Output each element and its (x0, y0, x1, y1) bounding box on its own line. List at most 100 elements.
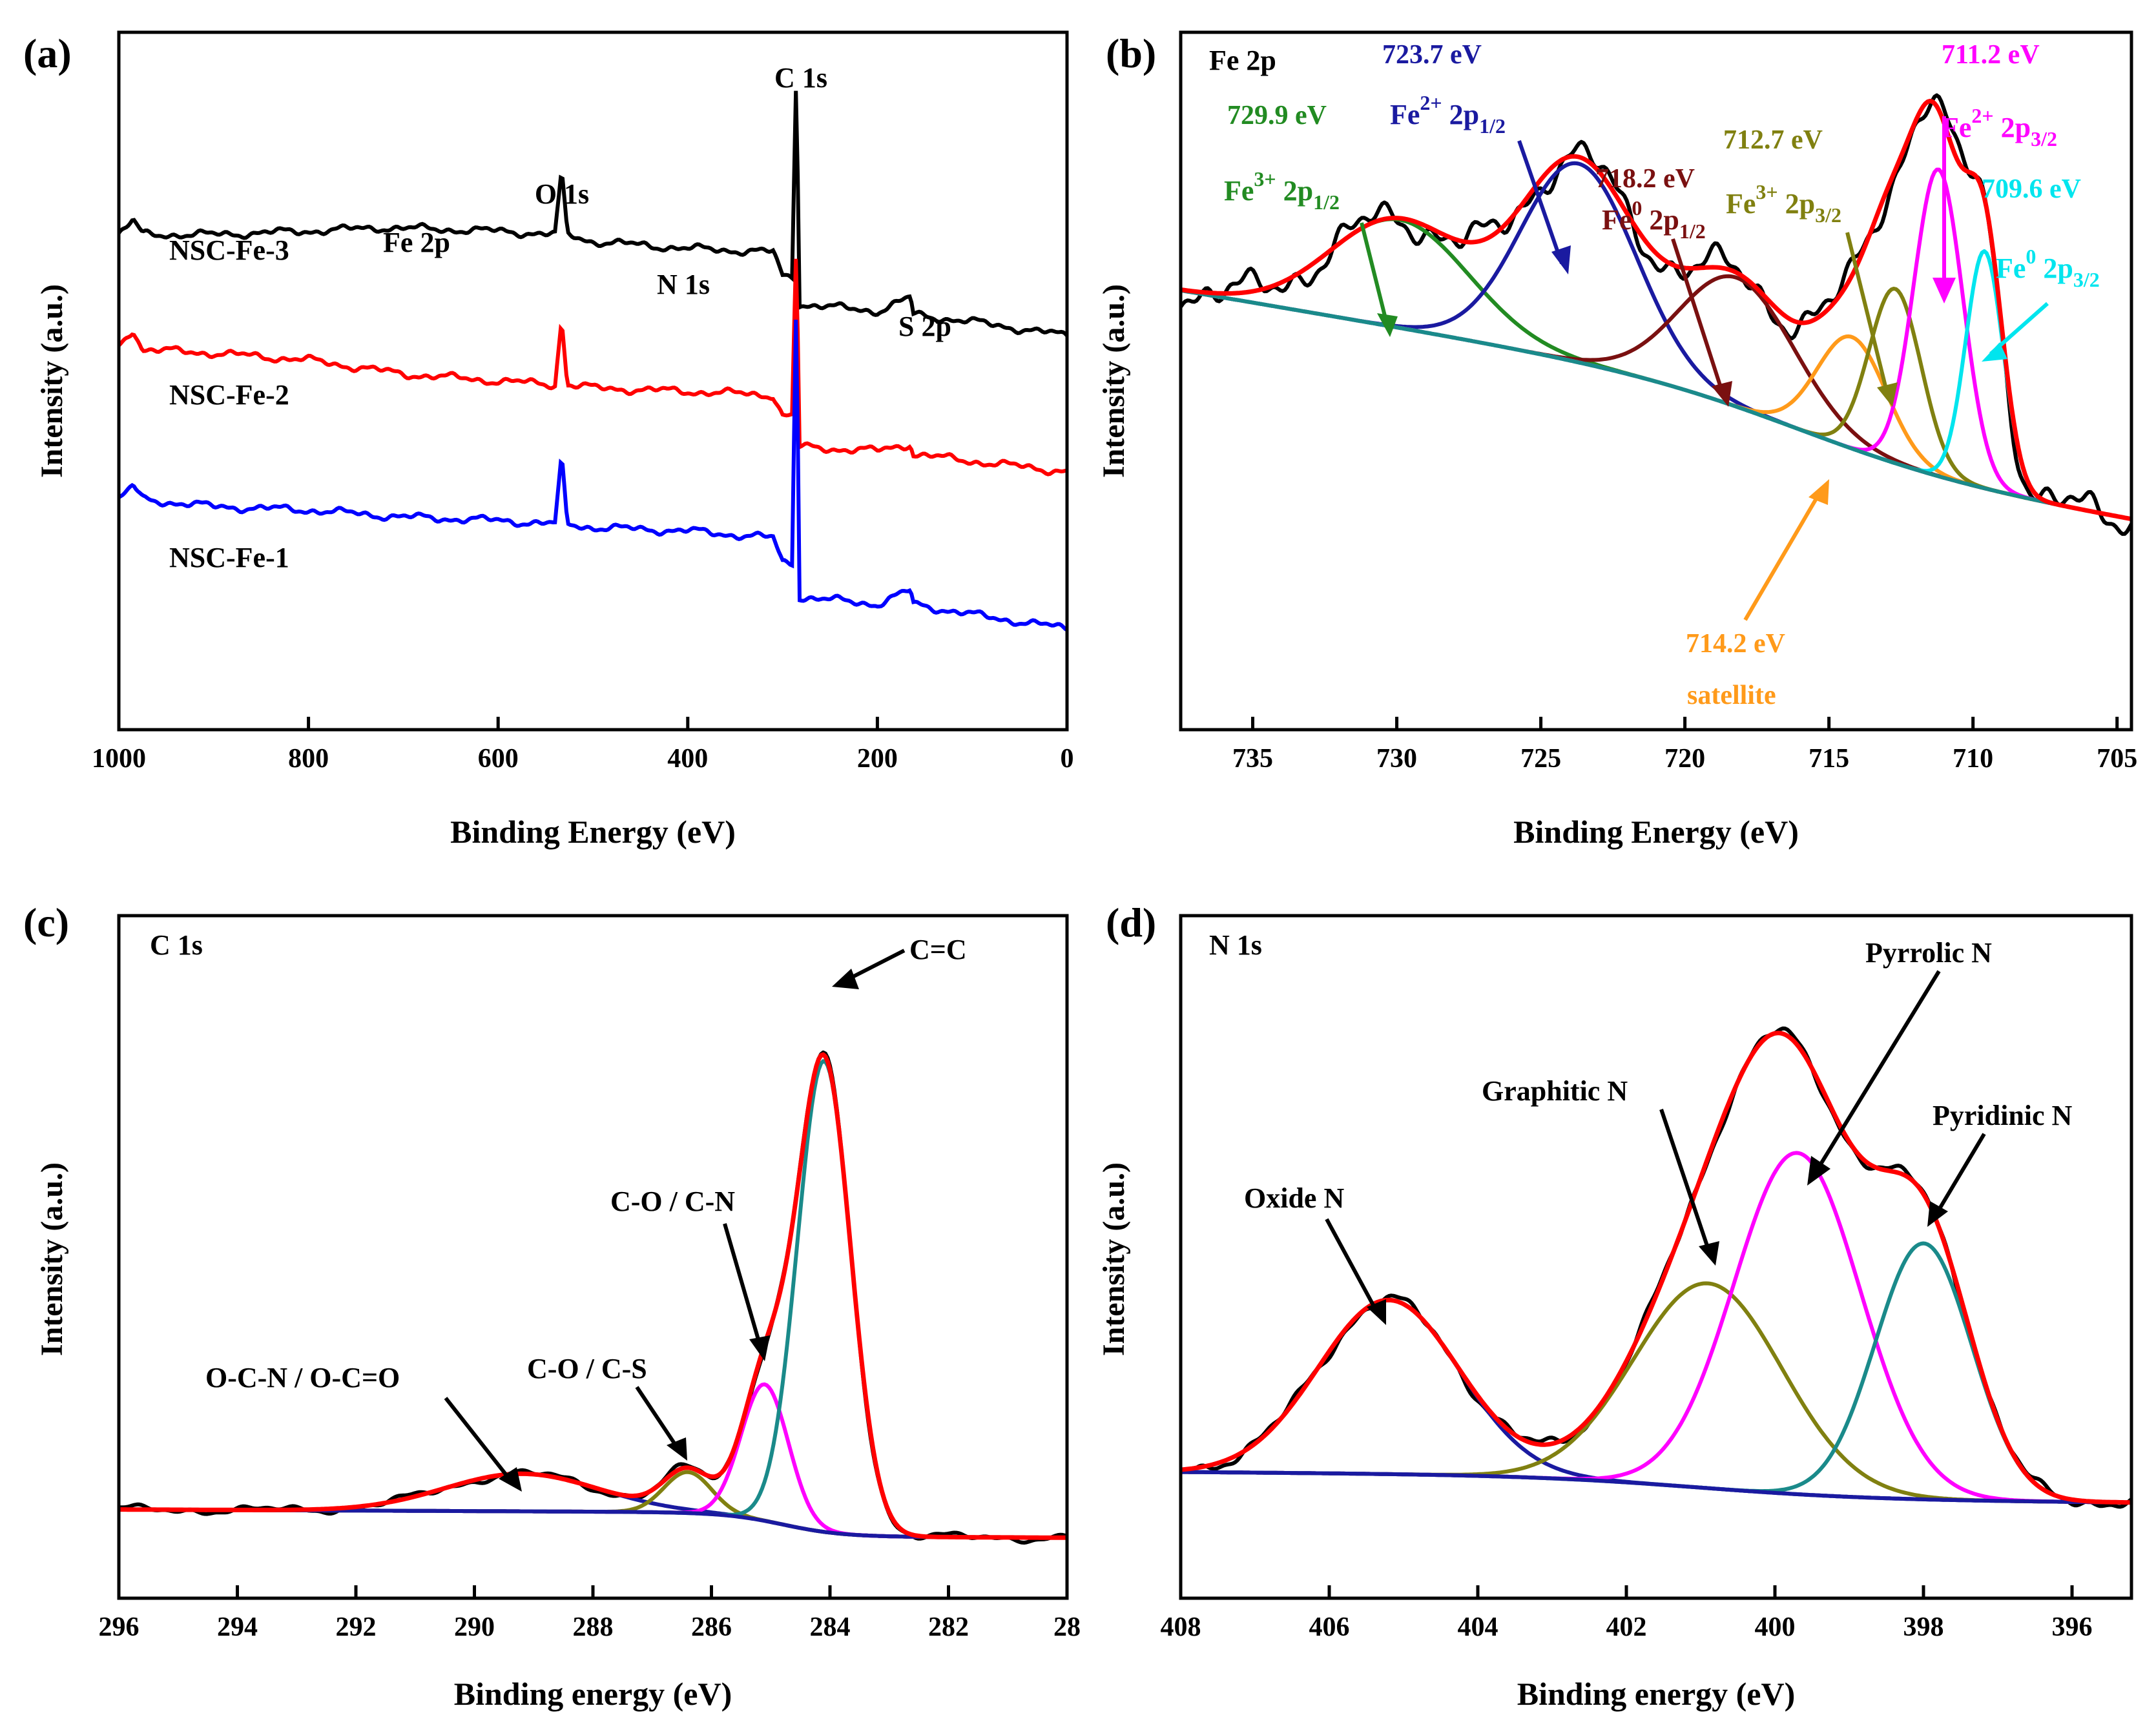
background-line (1181, 1470, 2131, 1505)
envelope-fit-line (1181, 1031, 2131, 1505)
arrow-fe3-2p12 (1360, 222, 1389, 327)
xtick-label: 402 (1606, 1612, 1647, 1642)
panel-c-xlabel: Binding energy (eV) (454, 1676, 732, 1712)
arrowhead-pyridinic-n (1927, 1201, 1948, 1227)
panel-b-title: Fe 2p (1209, 45, 1276, 76)
component-c-o-c-n (119, 1382, 1067, 1540)
arrow-fe3-2p32 (1845, 232, 1889, 395)
arrowhead-fe2-2p12 (1551, 245, 1571, 274)
panel-a-annot-fe2p: Fe 2p (383, 227, 450, 258)
xtick-label: 296 (99, 1612, 140, 1642)
xtick-label: 28 (1053, 1612, 1081, 1642)
xtick-label: 284 (810, 1612, 851, 1642)
arrowhead-satellite (1809, 479, 1829, 505)
xtick-label: 710 (1953, 744, 1993, 774)
panel-d-frame (1179, 914, 2133, 1600)
panel-c-letter: (c) (23, 900, 69, 945)
panel-a-ylabel: Intensity (a.u.) (35, 284, 69, 478)
arrowhead-fe3-2p12 (1377, 313, 1398, 337)
annot-712-7: 712.7 eV (1723, 125, 1823, 155)
arrowhead-c-o-c-n (749, 1335, 770, 1361)
panel-c-arrows (444, 949, 906, 1492)
panel-c-lines (119, 1050, 1067, 1545)
xtick-label: 705 (2097, 744, 2137, 774)
label-pyridinic-n: Pyridinic N (1933, 1100, 2073, 1131)
arrow-pyridinic-n (1934, 1133, 1986, 1215)
panel-d: (d) 408 406 404 402 400 398 396 N 1s Binding e… (1097, 900, 2133, 1712)
panel-b-letter: (b) (1106, 30, 1156, 76)
panel-d-xticks: 408 406 404 402 400 398 396 (1161, 1585, 2093, 1642)
panel-d-letter: (d) (1106, 900, 1156, 945)
arrowhead-fe3-2p32 (1877, 382, 1898, 407)
annot-723-7: 723.7 eV (1382, 40, 1482, 70)
panel-a-lines (119, 90, 1067, 632)
xtick-label: 408 (1161, 1612, 1201, 1642)
envelope-fit-line (1181, 99, 2131, 522)
envelope-fit-line (119, 1052, 1067, 1540)
arrowhead-oxide-n (1367, 1299, 1386, 1325)
arrowhead-graphitic-n (1699, 1241, 1719, 1266)
panel-d-ylabel: Intensity (a.u.) (1097, 1162, 1131, 1356)
panel-a-annot-n1s: N 1s (657, 269, 710, 300)
xtick-label: 292 (336, 1612, 377, 1642)
panel-a-xticks: 1000 800 600 400 200 0 (92, 717, 1074, 774)
panel-b: (b) 735 730 725 720 715 710 705 Fe 2p Binding … (1097, 30, 2137, 850)
component-o-c-n-o-c-o (119, 1472, 1067, 1540)
label-c-o-c-n: C-O / C-N (610, 1186, 735, 1217)
panel-c-title: C 1s (150, 929, 203, 961)
label-fe3-2p12: Fe3+ 2p1/2 (1224, 167, 1340, 214)
label-c-eq-c: C=C (909, 934, 967, 965)
raw-data-line (1181, 93, 2131, 536)
xtick-label: 406 (1309, 1612, 1350, 1642)
background-line (119, 1507, 1067, 1540)
xtick-label: 1000 (92, 744, 146, 774)
arrowhead-c-eq-c (832, 969, 859, 989)
arrowhead-c-o-c-s (667, 1437, 687, 1461)
arrow-fe2-2p12 (1517, 140, 1564, 264)
panel-c-xticks: 296 294 292 290 288 286 284 282 28 (99, 1585, 1081, 1642)
label-graphitic-n: Graphitic N (1482, 1075, 1628, 1107)
xtick-label: 735 (1232, 744, 1273, 774)
xtick-label: 404 (1458, 1612, 1498, 1642)
xtick-label: 400 (1755, 1612, 1796, 1642)
label-c-o-c-s: C-O / C-S (527, 1353, 647, 1384)
series-nsc-fe-2 (119, 258, 1067, 477)
panel-c-ylabel: Intensity (a.u.) (35, 1162, 69, 1356)
xtick-label: 800 (288, 744, 329, 774)
arrowhead-fe0-2p12 (1712, 381, 1732, 407)
panel-a-xlabel: Binding Energy (eV) (450, 814, 736, 850)
panel-a-annot-o1s: O 1s (535, 178, 589, 210)
component-c-o-c-s (119, 1470, 1067, 1540)
panel-b-xticks: 735 730 725 720 715 710 705 (1232, 717, 2137, 774)
panel-a-annot-c1s: C 1s (774, 62, 827, 94)
panel-b-xlabel: Binding Energy (eV) (1513, 814, 1799, 850)
panel-b-frame (1179, 30, 2133, 732)
panel-b-lines (1181, 93, 2131, 536)
legend-nsc-fe-2: NSC-Fe-2 (169, 379, 289, 411)
panel-b-ylabel: Intensity (a.u.) (1097, 284, 1131, 478)
xtick-label: 282 (928, 1612, 969, 1642)
arrowhead-fe0-2p32 (1982, 342, 2007, 362)
background-line (1181, 288, 2131, 521)
panel-d-arrows (1325, 970, 1986, 1325)
panel-b-arrows (1360, 116, 2049, 621)
xtick-label: 725 (1520, 744, 1561, 774)
xtick-label: 400 (667, 744, 708, 774)
arrow-graphitic-n (1659, 1109, 1711, 1252)
arrow-satellite (1743, 491, 1822, 621)
annot-729-9: 729.9 eV (1227, 101, 1327, 130)
arrow-o-c-n-o-c-o (444, 1397, 512, 1481)
raw-data-line (119, 1050, 1067, 1545)
arrow-pyrrolic-n (1814, 970, 1941, 1173)
xtick-label: 715 (1809, 744, 1849, 774)
series-nsc-fe-3 (119, 90, 1067, 337)
component-fe0-2p1-2 (1181, 274, 2131, 521)
panel-d-lines (1181, 1026, 2131, 1509)
legend-nsc-fe-1: NSC-Fe-1 (169, 542, 289, 573)
label-o-c-n-o-c-o: O-C-N / O-C=O (205, 1362, 400, 1394)
panel-d-title: N 1s (1209, 929, 1262, 961)
annot-709-6: 709.6 eV (1982, 174, 2081, 204)
xtick-label: 730 (1376, 744, 1417, 774)
panel-c-frame (117, 914, 1069, 1600)
